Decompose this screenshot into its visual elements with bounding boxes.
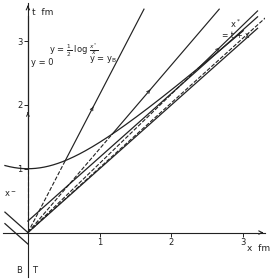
Text: t  fm: t fm bbox=[32, 8, 54, 17]
Text: B: B bbox=[16, 266, 22, 275]
Text: x  fm: x fm bbox=[247, 244, 270, 253]
Text: T: T bbox=[32, 266, 37, 275]
Text: y = y$_{\rm B}$: y = y$_{\rm B}$ bbox=[89, 54, 117, 65]
Text: y = $\frac{1}{2}$ log $\frac{x^*}{x}$: y = $\frac{1}{2}$ log $\frac{x^*}{x}$ bbox=[49, 41, 99, 59]
Text: y = 0: y = 0 bbox=[31, 58, 54, 67]
Text: = t + x: = t + x bbox=[222, 31, 249, 40]
Text: x$^*$: x$^*$ bbox=[230, 17, 241, 30]
Text: x$^-$: x$^-$ bbox=[4, 190, 17, 199]
